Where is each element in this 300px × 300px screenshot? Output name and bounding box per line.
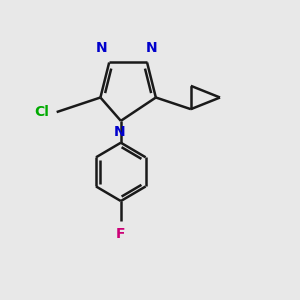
Text: N: N <box>96 41 108 55</box>
Text: F: F <box>116 227 126 241</box>
Text: N: N <box>146 41 157 55</box>
Text: N: N <box>114 125 125 139</box>
Text: Cl: Cl <box>34 105 50 119</box>
